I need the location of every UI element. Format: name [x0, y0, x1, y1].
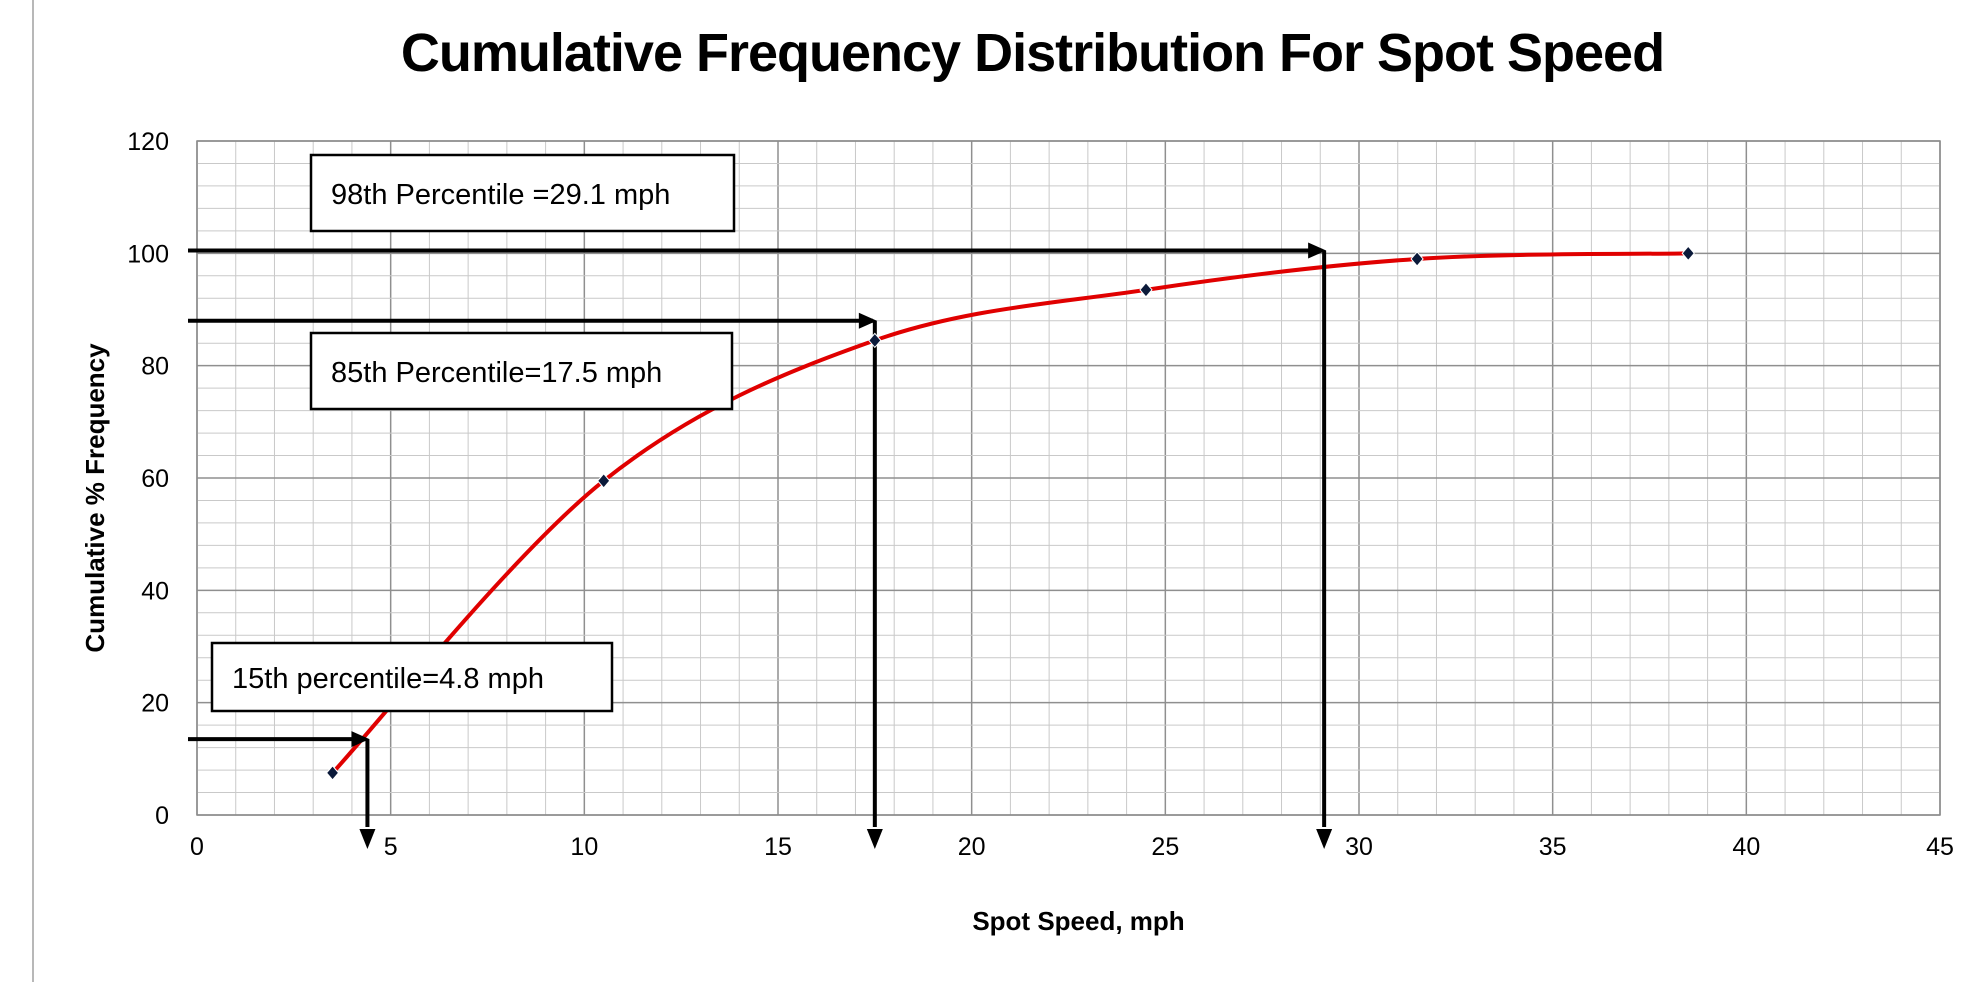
y-tick-label: 0 [155, 802, 169, 830]
y-tick-label: 100 [127, 240, 169, 268]
chart-gridlines [196, 140, 1941, 816]
x-tick-label: 45 [1926, 833, 1954, 861]
arrow-head [359, 829, 376, 849]
x-tick-label: 25 [1151, 833, 1179, 861]
annotation-box [309, 331, 734, 411]
y-tick-label: 40 [141, 577, 169, 605]
page-left-border [32, 0, 34, 982]
annotation-box [210, 641, 614, 713]
y-tick-label: 120 [127, 128, 169, 156]
arrow-head [1316, 829, 1333, 849]
x-axis-title: Spot Speed, mph [972, 906, 1184, 936]
arrow-head [1308, 242, 1327, 259]
annotation-box [309, 153, 736, 233]
data-point-marker [1139, 282, 1153, 298]
x-tick-label: 0 [190, 833, 204, 861]
axis-tick-labels: 0 5 10 15 20 25 30 35 40 45 0 20 40 60 80 100 120 [127, 128, 1954, 861]
y-tick-label: 80 [141, 353, 169, 381]
data-point-marker [597, 473, 611, 489]
x-tick-label: 15 [764, 833, 792, 861]
chart-title-wrap: Cumulative Frequency Distribution For Sp… [0, 22, 1985, 102]
annotation-label: 15th percentile=4.8 mph [232, 663, 544, 695]
data-point-marker [1410, 251, 1424, 267]
y-axis-title: Cumulative % Frequency [80, 343, 110, 653]
percentile-annotations: 98th Percentile =29.1 mph 85th Percentile… [188, 153, 1333, 849]
plot-area-frame [196, 140, 1941, 816]
arrow-head [866, 829, 883, 849]
cumulative-frequency-curve [331, 251, 1689, 775]
annotation-label: 85th Percentile=17.5 mph [331, 357, 662, 389]
arrow-head [858, 312, 877, 329]
x-tick-label: 30 [1345, 833, 1373, 861]
data-point-markers [325, 245, 1695, 781]
x-tick-label: 10 [570, 833, 598, 861]
x-tick-label: 5 [384, 833, 398, 861]
annotation-label: 98th Percentile =29.1 mph [331, 179, 670, 211]
x-tick-label: 35 [1539, 833, 1567, 861]
y-tick-label: 60 [141, 465, 169, 493]
y-tick-label: 20 [141, 690, 169, 718]
arrow-head [351, 731, 370, 748]
x-tick-label: 40 [1732, 833, 1760, 861]
data-point-marker [868, 332, 882, 349]
x-tick-label: 20 [958, 833, 986, 861]
data-point-marker [325, 765, 340, 781]
chart-title: Cumulative Frequency Distribution For Sp… [400, 23, 1665, 83]
data-point-marker [1681, 245, 1695, 262]
